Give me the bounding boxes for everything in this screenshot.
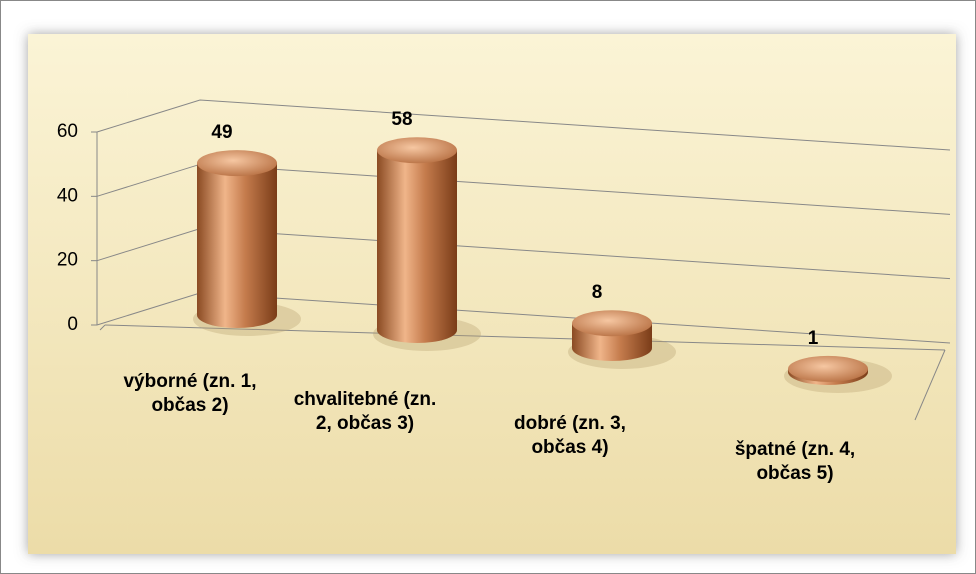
value-label: 49: [211, 122, 232, 143]
grid-line: [96, 99, 951, 151]
plot-panel: [28, 34, 956, 554]
x-tick-label: dobré (zn. 3, občas 4): [514, 413, 626, 458]
y-tick-label: 0: [67, 314, 78, 335]
bar-top: [197, 150, 277, 177]
x-tick-label: špatné (zn. 4, občas 5): [734, 439, 856, 484]
y-tick-label: 40: [57, 185, 78, 206]
floor-side: [914, 349, 946, 421]
value-label: 8: [592, 282, 603, 303]
value-label: 1: [808, 328, 819, 349]
bar-top: [377, 137, 457, 164]
bar: [377, 150, 457, 343]
bar-top: [572, 310, 652, 337]
value-label: 58: [391, 109, 412, 130]
x-tick-label: výborné (zn. 1, občas 2): [123, 371, 257, 416]
x-tick-label: chvalitebné (zn. 2, občas 3): [293, 389, 437, 434]
bar: [197, 163, 277, 328]
y-tick-label: 60: [57, 121, 78, 142]
bar-top: [788, 355, 868, 382]
y-tick-label: 20: [57, 250, 78, 271]
floor-corner: [99, 324, 106, 331]
floor-front: [104, 324, 946, 351]
